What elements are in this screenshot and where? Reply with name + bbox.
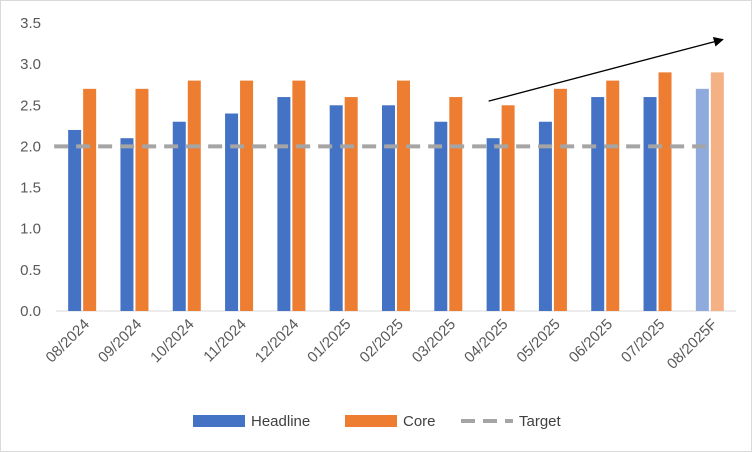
- x-axis: 08/2024 09/2024 10/2024 11/2024 12/2024 01/20…: [43, 316, 721, 373]
- y-tick-label: 2.0: [20, 138, 41, 155]
- y-axis: 0.0 0.5 1.0 1.5 2.0 2.5 3.0 3.5: [20, 15, 41, 320]
- core-legend-label: Core: [403, 413, 436, 430]
- headline-bar: [434, 121, 448, 311]
- core-bar: [292, 80, 306, 311]
- y-tick-label: 2.5: [20, 97, 41, 114]
- x-tick-label: 08/2025F: [664, 316, 721, 373]
- trend-arrow: [488, 36, 724, 102]
- y-tick-label: 1.0: [20, 221, 41, 238]
- y-tick-label: 0.5: [20, 262, 41, 279]
- x-tick-label: 05/2025: [513, 316, 563, 366]
- headline-bar: [591, 97, 605, 311]
- headline-bar: [382, 105, 395, 312]
- x-tick-label: 06/2025: [566, 316, 616, 366]
- headline-bar: [225, 113, 239, 311]
- headline-bar: [172, 121, 186, 311]
- core-bar: [135, 88, 149, 311]
- headline-bar: [695, 88, 709, 311]
- x-tick-label: 08/2024: [43, 316, 93, 366]
- headline-bar: [120, 138, 134, 311]
- target-legend-label: Target: [519, 413, 562, 430]
- y-tick-label: 3.5: [20, 15, 41, 32]
- y-tick-label: 0.0: [20, 303, 41, 320]
- x-tick-label: 12/2024: [252, 316, 302, 366]
- headline-bar: [277, 97, 291, 311]
- core-legend-swatch: [345, 415, 397, 427]
- core-bar: [449, 97, 463, 311]
- headline-bar: [329, 105, 343, 312]
- core-bar: [501, 105, 515, 312]
- x-tick-label: 07/2025: [618, 316, 668, 366]
- core-bar: [83, 88, 97, 311]
- headline-legend-label: Headline: [251, 413, 310, 430]
- core-bar: [240, 80, 254, 311]
- legend: Headline Core Target: [193, 413, 562, 430]
- x-tick-label: 11/2024: [200, 316, 250, 366]
- x-tick-label: 10/2024: [147, 316, 197, 366]
- x-tick-label: 04/2025: [461, 316, 511, 366]
- y-tick-label: 1.5: [20, 180, 41, 197]
- core-bar: [553, 88, 567, 311]
- annotations: [488, 36, 724, 102]
- y-tick-label: 3.0: [20, 56, 41, 73]
- core-bar: [710, 72, 724, 311]
- core-bar: [344, 97, 358, 311]
- core-bar: [397, 80, 410, 311]
- x-tick-label: 09/2024: [95, 316, 145, 366]
- x-tick-label: 02/2025: [356, 316, 406, 366]
- core-bar: [658, 72, 672, 311]
- headline-bar: [643, 97, 657, 311]
- headline-bar: [68, 129, 82, 311]
- headline-legend-swatch: [193, 415, 245, 427]
- x-tick-label: 01/2025: [304, 316, 354, 366]
- core-bar: [606, 80, 620, 311]
- x-tick-label: 03/2025: [409, 316, 459, 366]
- bars: [68, 72, 724, 312]
- core-bar: [187, 80, 201, 311]
- headline-bar: [538, 121, 552, 311]
- headline-bar: [486, 138, 500, 311]
